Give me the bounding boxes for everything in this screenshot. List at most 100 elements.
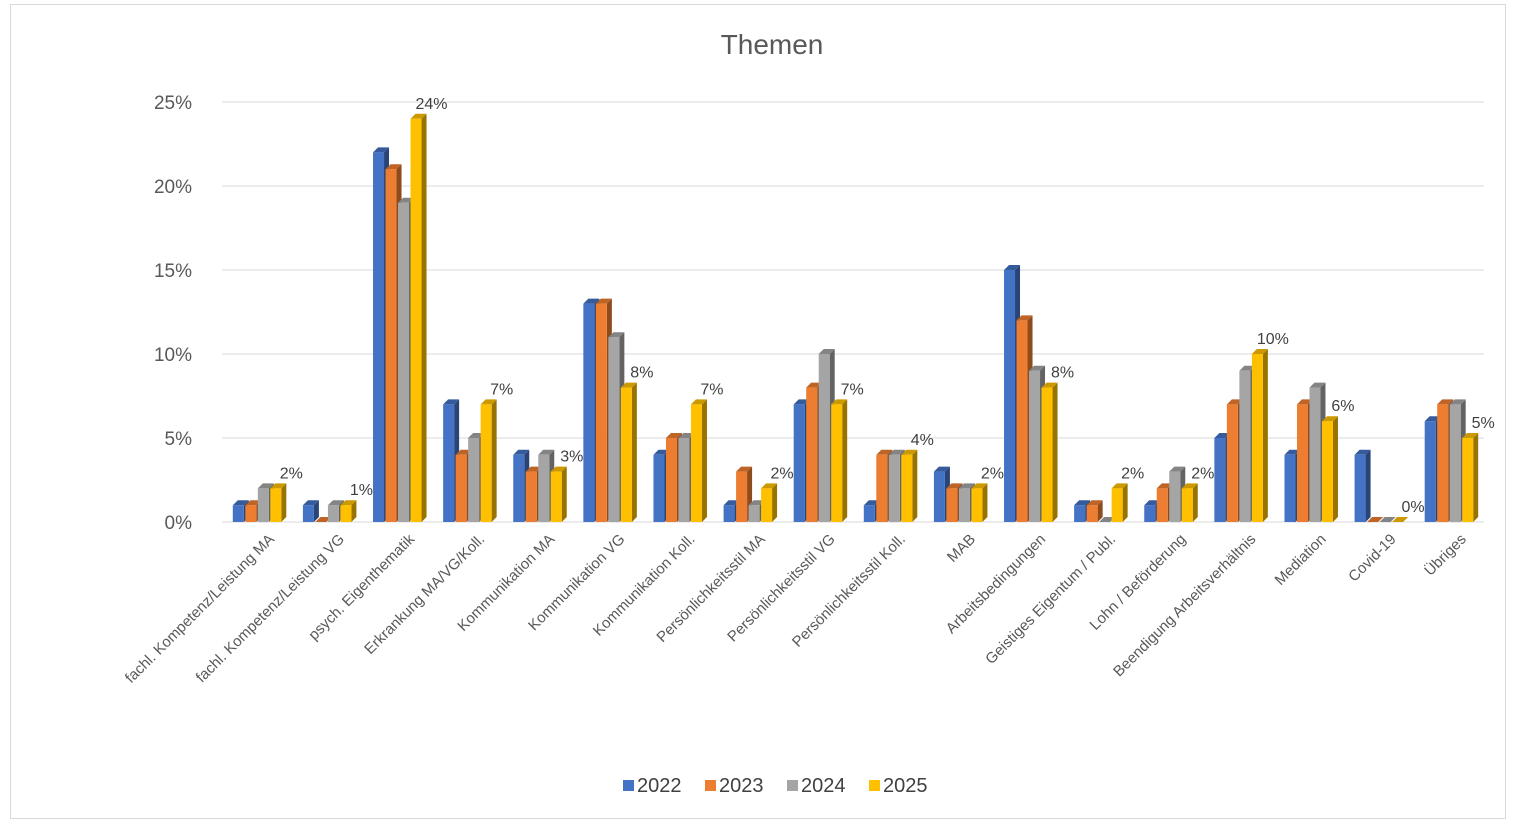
bar-front (1296, 404, 1308, 522)
bar (901, 449, 918, 522)
bar-front (1284, 454, 1296, 522)
bar-top (678, 433, 695, 438)
bar-top (513, 449, 530, 455)
bar-front (1074, 505, 1086, 522)
bar-side (561, 466, 567, 522)
data-label: 2% (771, 465, 794, 482)
bar-top (468, 433, 485, 438)
bar-top (1284, 449, 1301, 455)
bar-front (1169, 471, 1181, 522)
bar (1462, 433, 1479, 522)
bar-front (620, 387, 632, 522)
bar-front (1016, 320, 1028, 522)
bar-side (842, 399, 848, 522)
bar-top (1156, 483, 1173, 489)
bar-top (748, 500, 765, 506)
bar-front (1462, 438, 1474, 522)
bar (971, 483, 988, 522)
bar (1251, 349, 1268, 522)
gridlines (222, 101, 1484, 523)
bar-top (443, 399, 460, 405)
bar-top (1016, 315, 1033, 321)
bar-front (525, 471, 537, 522)
bar-front (806, 387, 818, 522)
bar (1392, 517, 1409, 522)
bar-top (410, 113, 427, 119)
bar-top (1239, 365, 1256, 371)
bar-top (245, 500, 262, 506)
bar-top (455, 449, 472, 455)
bar (302, 500, 319, 522)
y-tick-label: 5% (165, 429, 193, 450)
bar-side (631, 382, 637, 522)
bar-front (550, 471, 562, 522)
bar-top (1424, 416, 1441, 422)
bar-front (1086, 505, 1098, 522)
legend-swatch (705, 780, 716, 791)
bar-front (888, 454, 900, 522)
data-label: 7% (700, 381, 723, 398)
bar-top (1086, 500, 1103, 506)
bar (270, 483, 287, 522)
bar-front (480, 404, 492, 522)
bar-front (958, 488, 970, 522)
bar-top (550, 466, 567, 472)
legend-item: 2024 (787, 775, 846, 797)
bar-front (863, 505, 875, 522)
bar-side (1052, 382, 1058, 522)
bar-front (1181, 488, 1193, 522)
bar-top (1029, 365, 1046, 371)
bar-front (946, 488, 958, 522)
bar-front (595, 303, 607, 522)
bar-front (1354, 454, 1366, 522)
bar-top (270, 483, 287, 489)
y-tick-label: 0% (165, 513, 193, 534)
bar-top (257, 483, 274, 489)
data-label: 8% (1051, 365, 1074, 382)
bar-top (901, 449, 918, 455)
bar-side (421, 113, 427, 523)
bar-top (1321, 416, 1338, 422)
legend: 2022 2023 2024 2025 (623, 775, 928, 797)
bar-top (1251, 349, 1268, 354)
bar-top (1169, 466, 1186, 472)
bar-top (340, 500, 357, 506)
bar-front (538, 454, 550, 522)
bar-top (723, 500, 740, 506)
bar (1111, 483, 1128, 522)
bar-top (1437, 399, 1454, 405)
bar-front (513, 454, 525, 522)
bar-top (620, 382, 637, 388)
bar-side (1332, 416, 1338, 522)
bar (761, 483, 778, 522)
bar-top (946, 483, 963, 489)
legend-swatch (623, 780, 634, 791)
bar-top (1449, 399, 1466, 405)
bar-side (1473, 433, 1479, 522)
bar-front (831, 404, 843, 522)
bar-front (270, 488, 282, 522)
x-tick-label: fachl. Kompetenz/Leistung MA (122, 531, 278, 687)
bar (1379, 517, 1396, 522)
bar-top (1144, 500, 1161, 506)
bar-top (398, 197, 415, 203)
bar-top (608, 332, 625, 338)
data-label: 2% (1191, 465, 1214, 482)
bar-side (1365, 449, 1371, 522)
bar-top (525, 466, 542, 472)
bar-top (1004, 265, 1021, 270)
data-label: 4% (911, 432, 934, 449)
x-tick-label: Geistiges Eigentum / Publ. (982, 531, 1119, 668)
bar-front (971, 488, 983, 522)
bar-side (701, 399, 707, 522)
bar-side (313, 500, 319, 522)
chart-title: Themen (721, 29, 824, 60)
bar (1367, 517, 1384, 522)
x-tick-label: MAB (944, 531, 979, 566)
bar-front (736, 471, 748, 522)
data-label: 3% (560, 449, 583, 466)
bar-side (912, 449, 918, 522)
y-tick-label: 15% (154, 261, 192, 282)
bar-top (806, 382, 823, 388)
